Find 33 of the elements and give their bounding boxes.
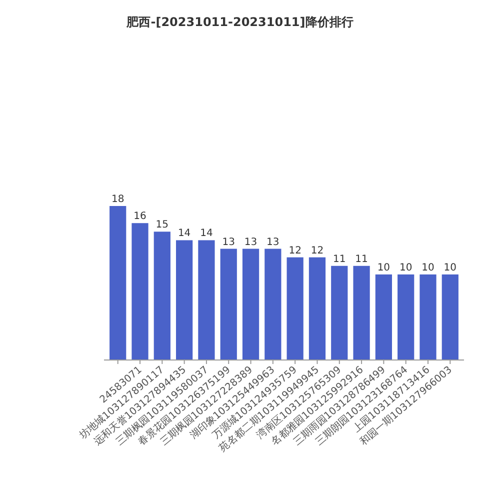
data-label: 10: [399, 262, 412, 274]
data-label: 11: [333, 254, 346, 265]
bar: [286, 257, 304, 360]
bar: [442, 274, 458, 360]
bar: [398, 274, 414, 360]
data-label: 13: [222, 236, 235, 248]
bar: [264, 248, 282, 360]
data-label: 13: [266, 236, 280, 248]
bar: [176, 240, 193, 360]
bar: [154, 232, 170, 360]
data-label: 12: [310, 245, 324, 256]
data-label: 18: [111, 194, 124, 205]
bar: [198, 240, 215, 360]
bar: [420, 274, 436, 360]
data-label: 10: [377, 262, 390, 274]
data-label: 15: [156, 220, 169, 231]
chart-title: 肥西-[20231011-20231011]降价排行: [126, 15, 354, 29]
bar: [242, 248, 260, 360]
data-label: 14: [178, 228, 191, 240]
bar: [220, 248, 237, 360]
data-label: 12: [288, 245, 302, 256]
data-label: 13: [244, 236, 258, 248]
data-label: 11: [355, 254, 368, 265]
bar: [353, 266, 370, 360]
data-label: 10: [444, 262, 457, 274]
bar: [375, 274, 392, 360]
data-label: 16: [134, 211, 146, 222]
bar: [308, 257, 326, 360]
bar: [110, 206, 126, 360]
bar: [132, 223, 148, 360]
data-label: 10: [422, 262, 434, 274]
bar: [331, 266, 348, 360]
data-label: 14: [200, 228, 213, 240]
